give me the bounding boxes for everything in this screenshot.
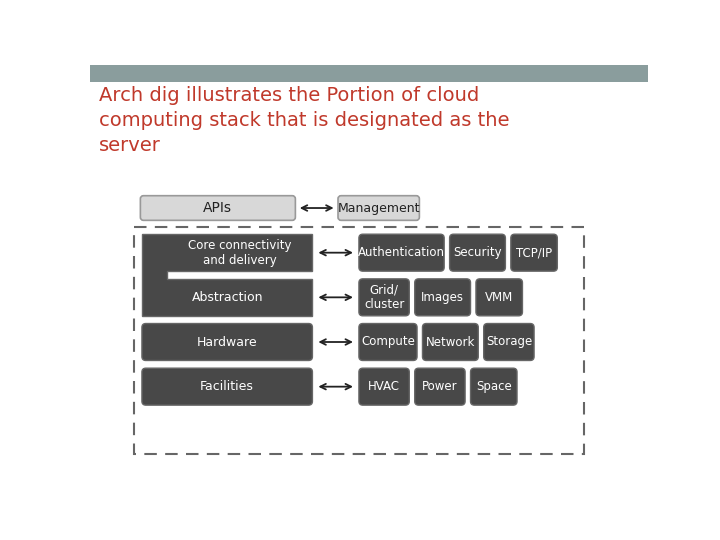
FancyBboxPatch shape <box>142 323 312 361</box>
Text: TCP/IP: TCP/IP <box>516 246 552 259</box>
Text: Arch dig illustrates the Portion of cloud
computing stack that is designated as : Arch dig illustrates the Portion of clou… <box>99 85 510 154</box>
Text: Abstraction: Abstraction <box>192 291 263 304</box>
FancyBboxPatch shape <box>359 234 444 271</box>
Text: Authentication: Authentication <box>358 246 445 259</box>
Bar <box>134 226 584 454</box>
Text: Core connectivity
and delivery: Core connectivity and delivery <box>188 239 292 267</box>
FancyBboxPatch shape <box>449 234 505 271</box>
Text: Images: Images <box>421 291 464 304</box>
Text: Facilities: Facilities <box>200 380 254 393</box>
Text: Security: Security <box>453 246 502 259</box>
FancyBboxPatch shape <box>476 279 523 316</box>
FancyBboxPatch shape <box>471 368 517 405</box>
Text: Hardware: Hardware <box>197 335 258 348</box>
Text: Management: Management <box>338 201 420 214</box>
FancyBboxPatch shape <box>510 234 557 271</box>
FancyBboxPatch shape <box>423 323 478 361</box>
FancyBboxPatch shape <box>142 368 312 405</box>
Text: Storage: Storage <box>486 335 532 348</box>
Text: VMM: VMM <box>485 291 513 304</box>
Text: Network: Network <box>426 335 475 348</box>
Text: HVAC: HVAC <box>368 380 400 393</box>
Text: APIs: APIs <box>203 201 233 215</box>
FancyBboxPatch shape <box>140 195 295 220</box>
FancyBboxPatch shape <box>359 279 409 316</box>
FancyBboxPatch shape <box>484 323 534 361</box>
Text: Power: Power <box>422 380 458 393</box>
FancyBboxPatch shape <box>415 368 465 405</box>
FancyBboxPatch shape <box>338 195 419 220</box>
FancyBboxPatch shape <box>359 323 417 361</box>
Text: Space: Space <box>476 380 512 393</box>
Text: Grid/
cluster: Grid/ cluster <box>364 284 405 312</box>
Text: Compute: Compute <box>361 335 415 348</box>
Polygon shape <box>142 234 312 316</box>
Bar <box>90 65 648 82</box>
FancyBboxPatch shape <box>415 279 471 316</box>
FancyBboxPatch shape <box>359 368 409 405</box>
